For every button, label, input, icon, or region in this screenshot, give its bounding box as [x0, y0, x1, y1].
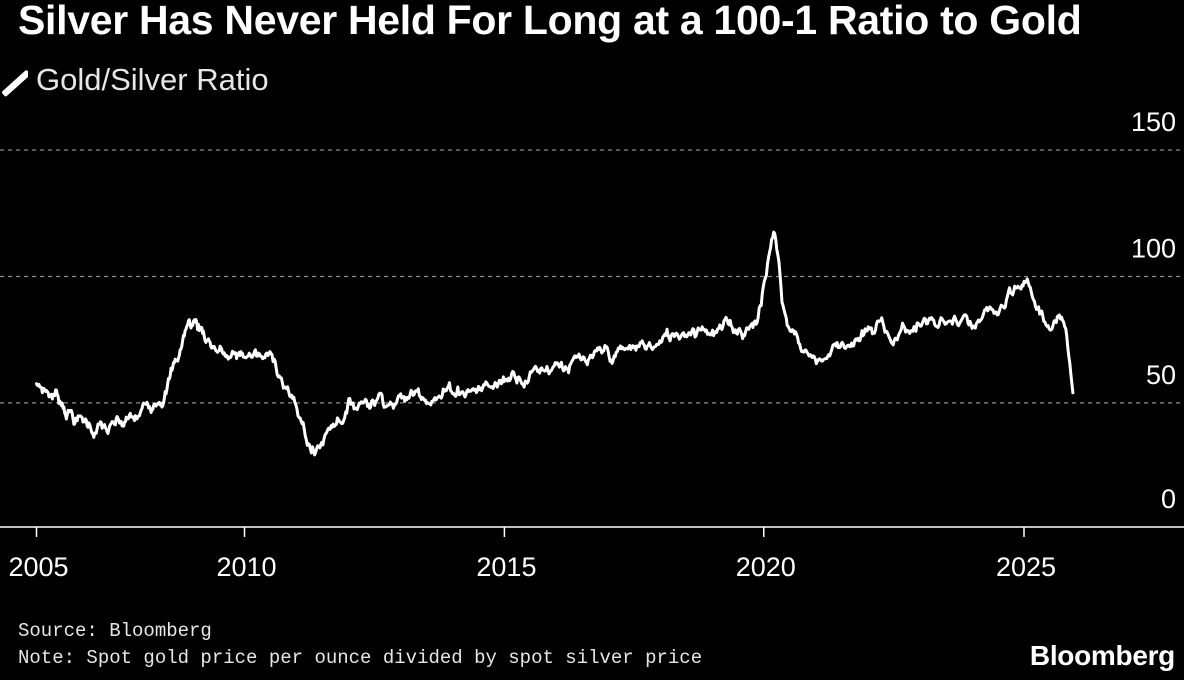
- svg-text:150: 150: [1131, 107, 1176, 137]
- svg-text:2010: 2010: [217, 552, 277, 582]
- svg-text:2005: 2005: [9, 552, 69, 582]
- svg-text:0: 0: [1161, 484, 1176, 514]
- svg-text:100: 100: [1131, 234, 1176, 264]
- svg-text:2020: 2020: [736, 552, 796, 582]
- svg-text:50: 50: [1146, 360, 1176, 390]
- svg-text:2015: 2015: [476, 552, 536, 582]
- svg-text:2025: 2025: [996, 552, 1056, 582]
